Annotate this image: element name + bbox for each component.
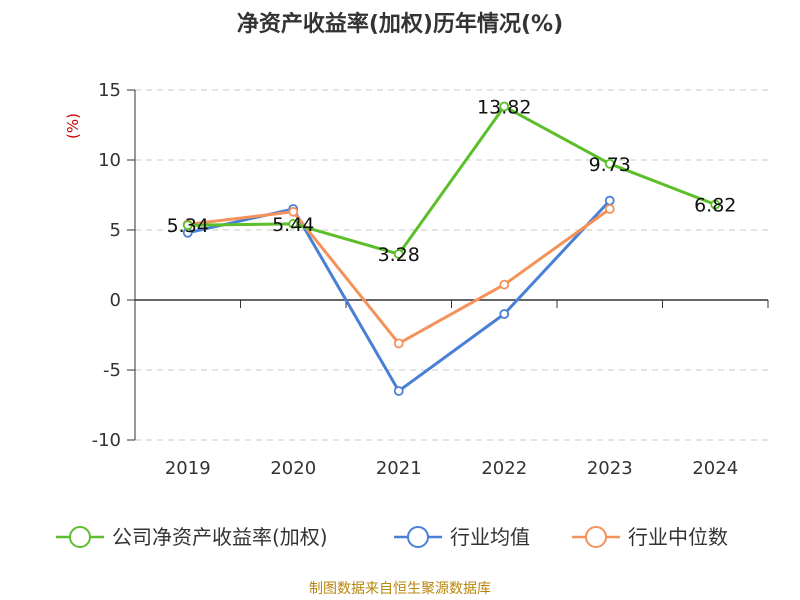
data-point <box>710 199 721 210</box>
y-tick-label: -10 <box>92 430 121 451</box>
x-tick-label: 2021 <box>376 458 422 479</box>
data-label: 5.34 <box>167 215 209 237</box>
data-label: 13.82 <box>477 97 531 119</box>
y-tick-label: -5 <box>103 360 121 381</box>
legend-marker <box>407 526 429 548</box>
data-label: 3.28 <box>378 244 420 266</box>
data-point <box>604 158 615 169</box>
data-point <box>182 220 193 231</box>
y-axis-unit-label: (%) <box>64 113 82 139</box>
data-point <box>288 218 299 229</box>
legend-label: 公司净资产收益率(加权) <box>112 525 328 549</box>
x-tick-label: 2023 <box>587 458 633 479</box>
data-point <box>604 204 615 214</box>
y-tick-label: 15 <box>98 80 121 101</box>
y-tick-label: 5 <box>110 220 121 241</box>
x-tick-label: 2019 <box>165 458 211 479</box>
y-tick-label: 10 <box>98 150 121 171</box>
series-line <box>187 199 611 393</box>
data-point <box>499 279 510 290</box>
data-point <box>499 309 510 319</box>
series-line <box>187 207 611 345</box>
data-label: 5.44 <box>272 214 314 236</box>
legend-marker <box>69 526 91 548</box>
data-label: 9.73 <box>589 154 631 176</box>
data-source-note: 制图数据来自恒生聚源数据库 <box>309 581 491 597</box>
series-line <box>187 105 716 256</box>
legend-label: 行业均值 <box>450 525 530 549</box>
x-tick-label: 2020 <box>270 458 316 479</box>
data-point <box>288 206 299 217</box>
data-point <box>393 338 404 349</box>
data-point <box>393 249 404 259</box>
legend-label: 行业中位数 <box>628 525 728 549</box>
data-point <box>499 101 510 112</box>
x-tick-label: 2024 <box>692 458 738 479</box>
y-tick-label: 0 <box>110 290 121 311</box>
data-point <box>393 386 404 396</box>
chart-title: 净资产收益率(加权)历年情况(%) <box>236 12 564 37</box>
data-point <box>604 195 615 206</box>
x-tick-label: 2022 <box>481 458 527 479</box>
data-label: 6.82 <box>694 195 736 217</box>
legend-marker <box>585 526 607 548</box>
